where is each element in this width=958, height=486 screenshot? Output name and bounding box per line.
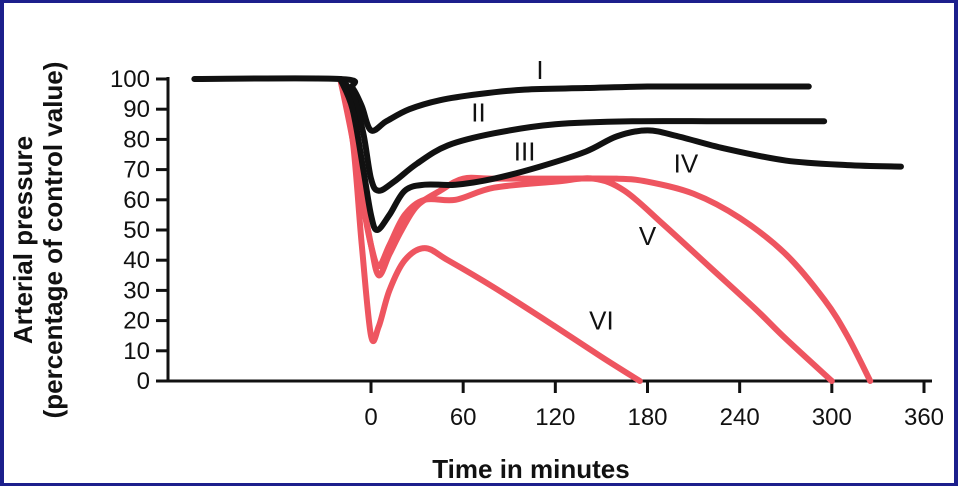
y-tick-label: 50: [123, 217, 150, 244]
y-axis-title: Arterial pressure (percentage of control…: [8, 62, 68, 419]
series-label-i: I: [536, 55, 543, 85]
y-tick-label: 10: [123, 338, 150, 365]
y-tick-label: 0: [137, 368, 150, 395]
y-axis-title-line1: Arterial pressure: [8, 136, 38, 344]
y-tick-label: 40: [123, 247, 150, 274]
x-tick-label: 0: [364, 404, 377, 431]
y-tick-label: 20: [123, 308, 150, 335]
x-tick-label: 240: [720, 404, 760, 431]
series-line-iii: [337, 76, 904, 233]
y-tick-label: 90: [123, 96, 150, 123]
x-tick-label: 300: [812, 404, 852, 431]
series-line-i: [191, 75, 812, 134]
y-axis-title-line2: (percentage of control value): [38, 62, 68, 419]
y-tick-label: 70: [123, 157, 150, 184]
y-tick-label: 60: [123, 187, 150, 214]
ticks: 0 10 20 30 40 50 60 70 80 90 100 0 60 120 180 240 300 360: [110, 66, 944, 431]
series-line-ii: [337, 76, 828, 194]
series-label-v: V: [639, 221, 657, 251]
series-label-iv: IV: [674, 149, 699, 179]
x-tick-label: 120: [535, 404, 575, 431]
y-tick-label: 80: [123, 126, 150, 153]
series-layer: [191, 75, 904, 384]
series-label-ii: II: [471, 97, 485, 127]
x-axis-title: Time in minutes: [432, 454, 629, 484]
x-tick-label: 360: [904, 404, 944, 431]
chart-frame: [4, 3, 954, 483]
series-label-vi: VI: [589, 306, 614, 336]
series-label-iii: III: [514, 137, 536, 167]
y-tick-label: 30: [123, 277, 150, 304]
series-line-v: [337, 76, 835, 384]
x-tick-label: 180: [627, 404, 667, 431]
y-tick-label: 100: [110, 66, 150, 93]
x-tick-label: 60: [450, 404, 477, 431]
series-line-vi: [337, 76, 643, 384]
